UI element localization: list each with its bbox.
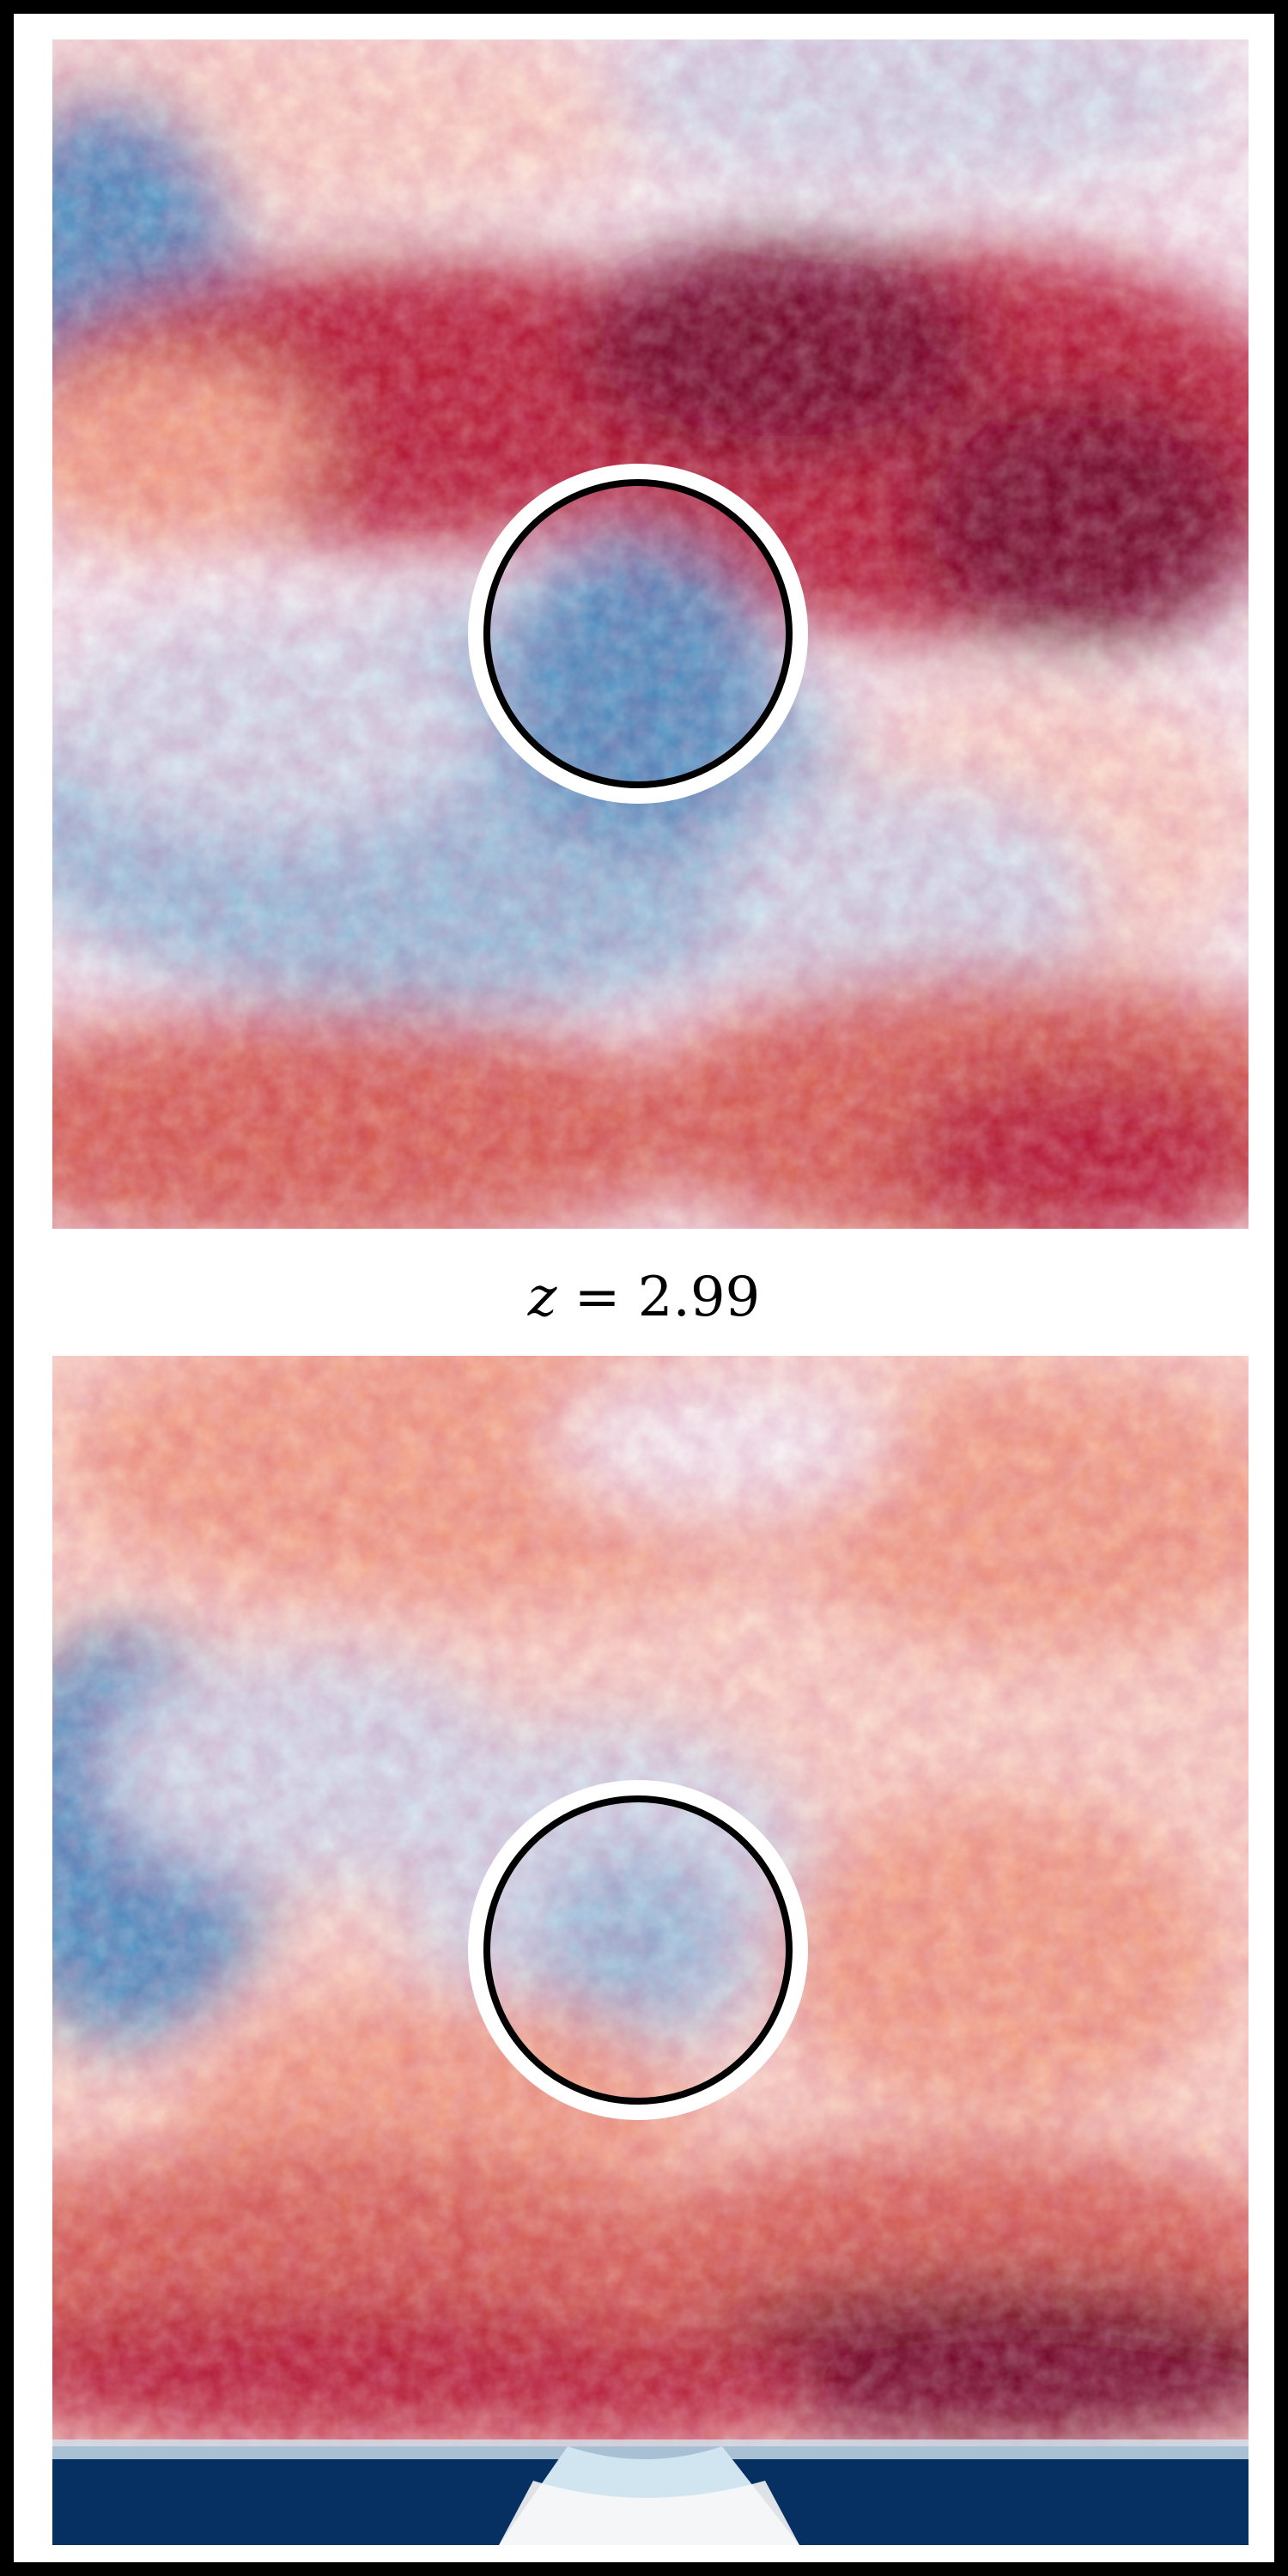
lower-texture — [52, 1356, 1249, 2545]
lower-field-map — [52, 1356, 1249, 2545]
target-circle — [483, 479, 793, 788]
target-circle — [483, 1795, 793, 2105]
upper-field-map — [52, 39, 1249, 1229]
figure-frame: z = 2.99 — [14, 14, 1274, 2562]
redshift-variable: z — [527, 1266, 557, 1329]
target-circle-halo — [468, 464, 808, 804]
upper-texture — [52, 39, 1249, 1229]
redshift-operator: = — [574, 1266, 621, 1329]
upper-field-map-svg — [52, 39, 1249, 1229]
target-circle-halo — [468, 1780, 808, 2120]
lower-blue-band-gap — [499, 2481, 799, 2545]
lower-blue-band-edge — [52, 2439, 1249, 2459]
redshift-value: 2.99 — [637, 1266, 761, 1329]
lower-field-map-svg — [52, 1356, 1249, 2545]
redshift-label: z = 2.99 — [14, 1263, 1274, 1332]
